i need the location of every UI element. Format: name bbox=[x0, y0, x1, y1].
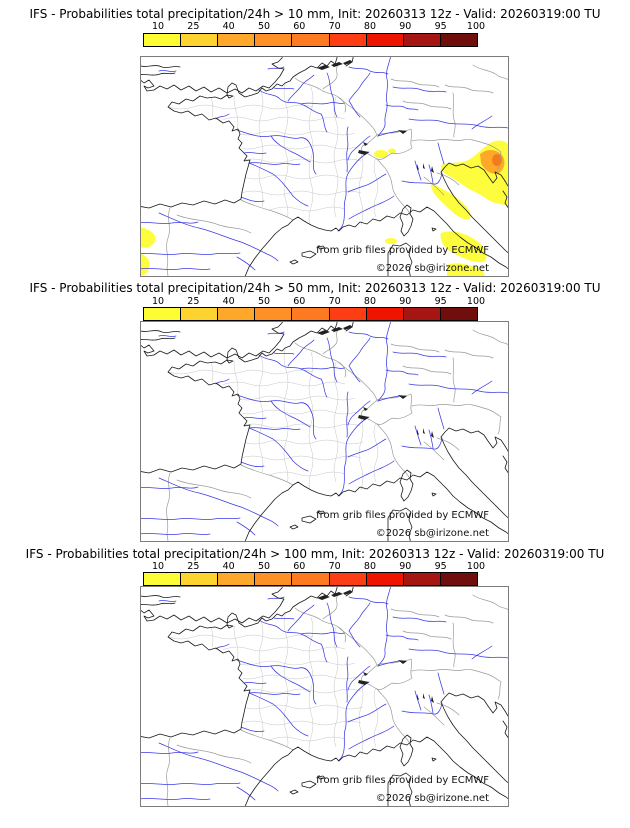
colorbar-segment bbox=[255, 34, 293, 46]
department-borders bbox=[168, 610, 379, 761]
country-borders bbox=[166, 64, 508, 276]
colorbar-tick-label: 60 bbox=[293, 561, 306, 572]
colorbar-segment bbox=[144, 573, 182, 585]
department-borders bbox=[168, 345, 379, 496]
colorbar-tick-label: 70 bbox=[328, 561, 341, 572]
colorbar-tick-row: 10 25 40 50 60 70 80 90 95 100 bbox=[143, 296, 485, 307]
colorbar-segment bbox=[440, 308, 477, 320]
colorbar-segment bbox=[292, 34, 330, 46]
colorbar-segment bbox=[255, 308, 293, 320]
colorbar-segment bbox=[144, 34, 182, 46]
colorbar-tick-label: 90 bbox=[399, 296, 412, 307]
colorbar-segment bbox=[366, 573, 404, 585]
colorbar-tick-label: 10 bbox=[151, 296, 165, 307]
france-weather-map: from grib files provided by ECMWF ©2026 … bbox=[141, 587, 508, 806]
coastlines bbox=[141, 322, 508, 541]
map-credit-provider: from grib files provided by ECMWF bbox=[316, 775, 489, 786]
colorbar-tick-label: 95 bbox=[434, 21, 447, 32]
colorbar-scale bbox=[143, 307, 478, 321]
colorbar-tick-label: 50 bbox=[257, 21, 271, 32]
colorbar-tick-label: 10 bbox=[151, 21, 165, 32]
map-credit-provider: from grib files provided by ECMWF bbox=[316, 245, 489, 256]
department-borders bbox=[168, 80, 379, 231]
colorbar-segment bbox=[292, 308, 330, 320]
colorbar-segment bbox=[218, 308, 256, 320]
coastlines bbox=[141, 587, 508, 806]
colorbar-tick-label: 25 bbox=[187, 561, 200, 572]
panel-title: IFS - Probabilities total precipitation/… bbox=[29, 7, 601, 21]
panel-title: IFS - Probabilities total precipitation/… bbox=[29, 281, 601, 295]
colorbar-segment bbox=[292, 573, 330, 585]
colorbar-tick-label: 90 bbox=[399, 21, 412, 32]
map-100mm: from grib files provided by ECMWF ©2026 … bbox=[140, 586, 509, 807]
france-weather-map: from grib files provided by ECMWF ©2026 … bbox=[141, 57, 508, 276]
colorbar-segment bbox=[255, 573, 293, 585]
colorbar-segment bbox=[440, 34, 477, 46]
colorbar-tick-label: 40 bbox=[222, 21, 235, 32]
colorbar-tick-row: 10 25 40 50 60 70 80 90 95 100 bbox=[143, 561, 485, 572]
map-50mm: from grib files provided by ECMWF ©2026 … bbox=[140, 321, 509, 542]
colorbar-tick-label: 60 bbox=[293, 21, 306, 32]
colorbar-tick-label: 80 bbox=[363, 561, 377, 572]
colorbar-segment bbox=[366, 34, 404, 46]
colorbar-scale bbox=[143, 572, 478, 586]
map-10mm: from grib files provided by ECMWF ©2026 … bbox=[140, 56, 509, 277]
colorbar-tick-label: 100 bbox=[466, 296, 486, 307]
lakes bbox=[317, 590, 434, 703]
colorbar-tick-label: 40 bbox=[222, 561, 235, 572]
colorbar-segment bbox=[181, 573, 219, 585]
colorbar-tick-label: 50 bbox=[257, 561, 271, 572]
rivers bbox=[141, 322, 508, 536]
colorbar-segment bbox=[144, 308, 182, 320]
colorbar-segment bbox=[218, 573, 256, 585]
colorbar-tick-label: 25 bbox=[187, 21, 200, 32]
map-credit-copyright: ©2026 sb@irizone.net bbox=[376, 263, 489, 274]
map-credit-copyright: ©2026 sb@irizone.net bbox=[376, 793, 489, 804]
colorbar-tick-label: 95 bbox=[434, 561, 447, 572]
colorbar-tick-label: 50 bbox=[257, 296, 271, 307]
colorbar-segment bbox=[403, 573, 441, 585]
colorbar-segment bbox=[366, 308, 404, 320]
colorbar-segment bbox=[329, 308, 367, 320]
colorbar-tick-label: 25 bbox=[187, 296, 200, 307]
colorbar-tick-label: 95 bbox=[434, 296, 447, 307]
colorbar-segment bbox=[403, 308, 441, 320]
colorbar-segment bbox=[440, 573, 477, 585]
precip-probability-areas bbox=[141, 140, 508, 276]
colorbar-tick-label: 100 bbox=[466, 561, 486, 572]
colorbar-segment bbox=[218, 34, 256, 46]
colorbar-segment bbox=[403, 34, 441, 46]
lakes bbox=[317, 60, 434, 173]
country-borders bbox=[166, 329, 508, 541]
colorbar-tick-label: 80 bbox=[363, 21, 377, 32]
colorbar-tick-label: 70 bbox=[328, 21, 341, 32]
colorbar-segment bbox=[329, 573, 367, 585]
rivers bbox=[141, 587, 508, 801]
colorbar-segment bbox=[329, 34, 367, 46]
france-weather-map: from grib files provided by ECMWF ©2026 … bbox=[141, 322, 508, 541]
colorbar-segment bbox=[181, 308, 219, 320]
colorbar-tick-label: 60 bbox=[293, 296, 306, 307]
colorbar-tick-label: 80 bbox=[363, 296, 377, 307]
map-credit-copyright: ©2026 sb@irizone.net bbox=[376, 528, 489, 539]
country-borders bbox=[166, 594, 508, 806]
lakes bbox=[317, 325, 434, 438]
colorbar-scale bbox=[143, 33, 478, 47]
map-credit-provider: from grib files provided by ECMWF bbox=[316, 510, 489, 521]
rivers bbox=[141, 57, 508, 271]
colorbar-tick-label: 70 bbox=[328, 296, 341, 307]
colorbar-segment bbox=[181, 34, 219, 46]
colorbar-tick-label: 100 bbox=[466, 21, 486, 32]
colorbar-tick-label: 10 bbox=[151, 561, 165, 572]
panel-title: IFS - Probabilities total precipitation/… bbox=[25, 547, 605, 561]
colorbar-tick-label: 40 bbox=[222, 296, 235, 307]
colorbar-tick-row: 10 25 40 50 60 70 80 90 95 100 bbox=[143, 21, 485, 32]
coastlines bbox=[141, 57, 508, 276]
colorbar-tick-label: 90 bbox=[399, 561, 412, 572]
